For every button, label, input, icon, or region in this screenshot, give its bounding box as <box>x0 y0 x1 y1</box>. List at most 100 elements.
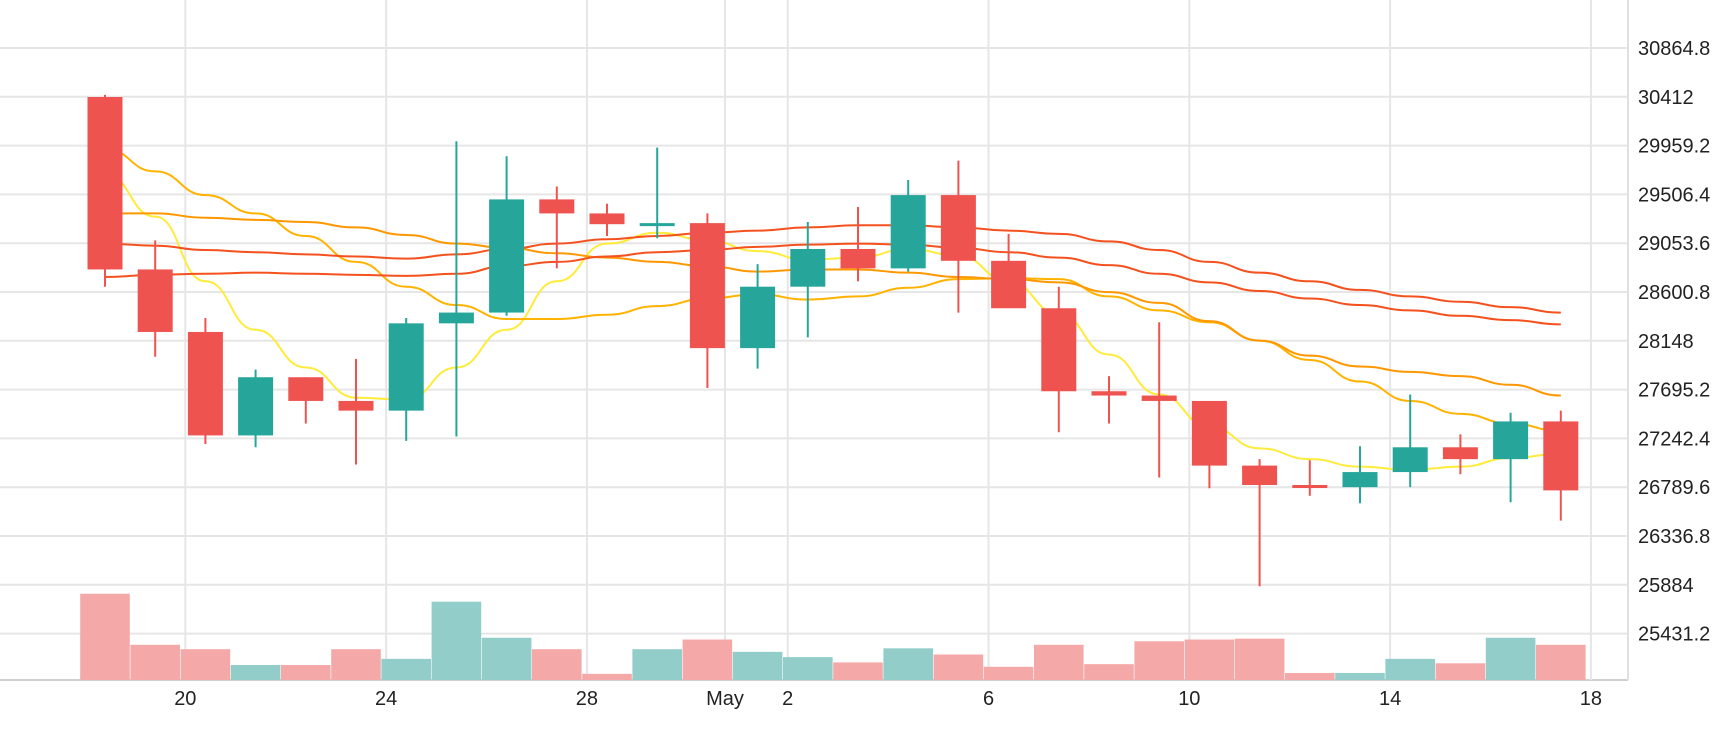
candle <box>840 206 876 282</box>
x-tick-label: 14 <box>1379 688 1401 710</box>
grid <box>0 0 1629 681</box>
y-axis: 30864.8 30412 29959.2 29506.4 29053.6 28600.8… <box>1638 38 1710 646</box>
candle <box>1442 434 1478 475</box>
candle <box>1392 394 1428 488</box>
candle <box>890 180 926 272</box>
x-tick-label: 28 <box>576 688 598 710</box>
y-tick-label: 29053.6 <box>1638 233 1710 255</box>
candle-body <box>288 377 324 401</box>
candle <box>1041 286 1077 433</box>
candle <box>338 358 374 465</box>
volume-bar <box>1234 638 1285 680</box>
volume-bar <box>983 666 1034 680</box>
volume-bar <box>381 658 431 680</box>
candle <box>1543 410 1579 521</box>
candle <box>790 222 826 338</box>
candle <box>589 203 625 237</box>
volume-bar <box>431 601 482 680</box>
candle <box>1242 459 1278 587</box>
candle-body <box>137 269 173 332</box>
volume-bar <box>582 673 632 680</box>
volume-bar <box>180 649 231 680</box>
candle-body <box>1543 421 1579 491</box>
volume-bar <box>1385 658 1435 680</box>
volume-bar <box>1084 664 1134 680</box>
candle-body <box>1342 472 1378 488</box>
candle <box>1292 460 1328 496</box>
candle-body <box>1493 421 1529 460</box>
volume-bar <box>883 648 933 680</box>
candle <box>1493 412 1529 503</box>
volume-bar <box>130 644 180 680</box>
candle <box>288 377 324 424</box>
y-tick-label: 29959.2 <box>1638 136 1710 158</box>
candle <box>87 94 123 287</box>
candle-body <box>740 286 776 349</box>
volume-bar <box>230 665 281 680</box>
x-tick-label: 24 <box>375 688 397 710</box>
volume-bar <box>632 649 682 680</box>
candle <box>539 186 575 269</box>
candle-body <box>1292 485 1328 489</box>
y-tick-label: 29506.4 <box>1638 184 1710 206</box>
moving-average-line <box>104 172 1561 471</box>
candle-body <box>639 223 675 227</box>
y-tick-label: 28148 <box>1638 331 1694 353</box>
candle <box>1091 376 1127 424</box>
candle <box>238 369 274 448</box>
candle-body <box>790 248 826 287</box>
volume-bar <box>1134 641 1184 680</box>
y-tick-label: 27242.4 <box>1638 428 1710 450</box>
candle-body <box>539 199 575 214</box>
candle-body <box>991 260 1027 309</box>
candle-body <box>187 331 223 436</box>
candle-body <box>338 400 374 411</box>
moving-average-line <box>104 147 1561 433</box>
candle-body <box>1091 391 1127 396</box>
candle-body <box>840 248 876 269</box>
volume-bar <box>933 654 984 680</box>
volume-bar <box>331 649 381 680</box>
candle-body <box>388 323 424 411</box>
candle <box>689 213 725 389</box>
candle-body <box>1392 447 1428 473</box>
moving-average-lines <box>104 147 1561 471</box>
candle-body <box>1191 400 1227 466</box>
candle <box>1141 322 1177 478</box>
volume-bar <box>682 639 733 680</box>
x-tick-label: 10 <box>1178 688 1200 710</box>
volume-bar <box>80 593 130 680</box>
volume-bar <box>1335 672 1385 680</box>
x-tick-label: 20 <box>174 688 196 710</box>
candle-body <box>589 213 625 225</box>
y-tick-label: 25431.2 <box>1638 624 1710 646</box>
candle <box>438 141 474 437</box>
volume-bar <box>732 651 783 680</box>
volume-bar <box>783 657 833 680</box>
volume-bar <box>481 637 532 680</box>
candle-body <box>238 377 274 436</box>
y-tick-label: 30412 <box>1638 87 1694 109</box>
candle <box>1342 446 1378 504</box>
y-tick-label: 25884 <box>1638 575 1694 597</box>
volume-bar <box>1435 663 1486 680</box>
volume-bar <box>1285 672 1335 680</box>
x-tick-label: 18 <box>1580 688 1602 710</box>
x-axis: 20 24 28 May 2 6 10 14 18 <box>174 688 1602 710</box>
candle-body <box>87 97 123 270</box>
x-tick-label: May <box>706 688 744 710</box>
candle <box>137 240 173 357</box>
y-tick-label: 27695.2 <box>1638 380 1710 402</box>
volume-bar <box>532 649 582 680</box>
candle-body <box>890 195 926 269</box>
volume-bar <box>1034 644 1084 680</box>
candle-body <box>438 312 474 324</box>
candle <box>639 147 675 239</box>
candle <box>991 233 1027 309</box>
candle-body <box>940 195 976 261</box>
candle-body <box>489 199 525 313</box>
moving-average-line <box>104 212 1561 397</box>
y-tick-label: 30864.8 <box>1638 38 1710 60</box>
candle-body <box>1442 447 1478 460</box>
y-tick-label: 26336.8 <box>1638 526 1710 548</box>
